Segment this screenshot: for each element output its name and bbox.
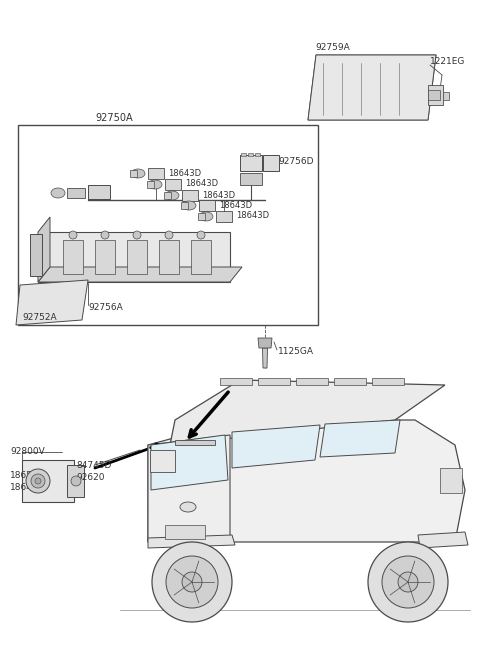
Bar xyxy=(18,125,318,325)
Text: 18643D: 18643D xyxy=(168,169,201,178)
Bar xyxy=(165,525,205,539)
Text: 92750A: 92750A xyxy=(95,113,132,123)
Bar xyxy=(440,468,462,493)
Bar xyxy=(334,378,366,385)
Circle shape xyxy=(31,474,45,488)
Circle shape xyxy=(165,231,173,239)
Bar xyxy=(164,192,171,199)
Bar xyxy=(159,240,179,274)
Bar xyxy=(258,378,290,385)
Bar xyxy=(428,85,443,105)
Ellipse shape xyxy=(199,212,213,221)
Bar xyxy=(67,188,85,198)
Text: 92752A: 92752A xyxy=(22,314,57,323)
Bar xyxy=(199,200,215,211)
Circle shape xyxy=(133,231,141,239)
Circle shape xyxy=(152,542,232,622)
Text: 84745D: 84745D xyxy=(76,461,111,470)
Bar xyxy=(63,240,83,274)
Circle shape xyxy=(101,231,109,239)
Text: 1125GA: 1125GA xyxy=(278,348,314,356)
Polygon shape xyxy=(151,435,228,490)
Circle shape xyxy=(69,231,77,239)
Bar xyxy=(241,153,246,156)
Bar xyxy=(240,155,262,171)
Polygon shape xyxy=(16,280,88,325)
Bar xyxy=(255,153,260,156)
Bar xyxy=(150,450,175,472)
Polygon shape xyxy=(418,532,468,548)
Ellipse shape xyxy=(165,191,179,200)
Text: 18645B: 18645B xyxy=(10,483,45,491)
Bar xyxy=(30,234,42,276)
Bar xyxy=(127,240,147,274)
Bar xyxy=(181,202,188,209)
Bar xyxy=(296,378,328,385)
Ellipse shape xyxy=(51,188,65,198)
Polygon shape xyxy=(67,465,84,497)
Polygon shape xyxy=(263,348,267,368)
Bar xyxy=(248,153,253,156)
Polygon shape xyxy=(148,435,230,542)
Bar xyxy=(95,240,115,274)
Bar xyxy=(428,90,440,100)
Bar xyxy=(130,170,137,177)
Bar xyxy=(148,168,164,179)
Bar xyxy=(443,92,449,100)
Bar xyxy=(182,190,198,201)
Polygon shape xyxy=(320,420,400,457)
Polygon shape xyxy=(148,535,235,548)
Circle shape xyxy=(166,556,218,608)
Circle shape xyxy=(398,572,418,592)
Ellipse shape xyxy=(182,201,196,210)
Circle shape xyxy=(35,478,41,484)
Circle shape xyxy=(368,542,448,622)
Text: 92756D: 92756D xyxy=(278,157,313,167)
Text: 18657C: 18657C xyxy=(10,472,45,480)
Polygon shape xyxy=(170,380,445,445)
Ellipse shape xyxy=(148,180,162,189)
Text: 92800V: 92800V xyxy=(10,447,45,457)
Polygon shape xyxy=(148,420,465,542)
Bar xyxy=(198,213,205,220)
Bar xyxy=(216,211,232,222)
Polygon shape xyxy=(308,55,436,120)
Polygon shape xyxy=(308,55,436,120)
Circle shape xyxy=(197,231,205,239)
Circle shape xyxy=(26,469,50,493)
Polygon shape xyxy=(38,217,50,282)
Text: 18643D: 18643D xyxy=(236,211,269,220)
Ellipse shape xyxy=(180,502,196,512)
Circle shape xyxy=(71,476,81,486)
Text: 18643D: 18643D xyxy=(219,201,252,209)
Bar xyxy=(240,173,262,185)
Bar xyxy=(220,378,252,385)
Polygon shape xyxy=(38,232,230,282)
Text: 1221EG: 1221EG xyxy=(430,58,466,66)
Polygon shape xyxy=(22,460,74,502)
Polygon shape xyxy=(232,425,320,468)
Bar xyxy=(88,185,110,199)
Circle shape xyxy=(182,572,202,592)
Bar xyxy=(372,378,404,385)
Text: 18643D: 18643D xyxy=(185,180,218,188)
Polygon shape xyxy=(258,338,272,348)
Bar xyxy=(165,179,181,190)
Bar xyxy=(147,181,154,188)
Text: 92756A: 92756A xyxy=(88,304,123,312)
Text: 92759A: 92759A xyxy=(315,43,350,52)
Bar xyxy=(175,440,215,445)
Ellipse shape xyxy=(131,169,145,178)
Text: 18643D: 18643D xyxy=(202,190,235,199)
Text: 92620: 92620 xyxy=(76,472,105,482)
Bar xyxy=(191,240,211,274)
Bar xyxy=(263,155,279,171)
Polygon shape xyxy=(38,267,242,282)
Circle shape xyxy=(382,556,434,608)
